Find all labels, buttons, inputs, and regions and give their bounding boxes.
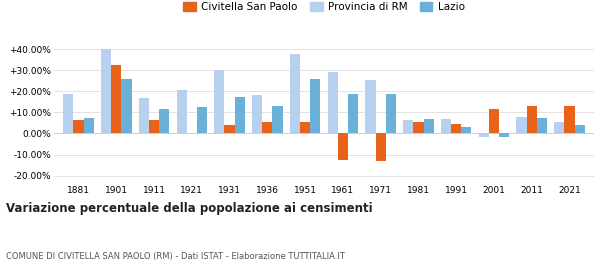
Bar <box>554 122 565 134</box>
Bar <box>214 70 224 134</box>
Bar <box>272 106 283 134</box>
Bar <box>290 54 300 134</box>
Bar <box>310 79 320 134</box>
Bar <box>197 107 207 134</box>
Bar <box>300 122 310 134</box>
Bar <box>73 120 83 134</box>
Bar <box>489 109 499 134</box>
Bar <box>149 120 159 134</box>
Bar <box>461 127 472 134</box>
Legend: Civitella San Paolo, Provincia di RM, Lazio: Civitella San Paolo, Provincia di RM, La… <box>179 0 469 17</box>
Bar <box>527 106 537 134</box>
Bar <box>348 94 358 134</box>
Bar <box>537 118 547 134</box>
Bar <box>159 109 169 134</box>
Bar <box>413 122 424 134</box>
Bar <box>565 106 575 134</box>
Bar <box>365 80 376 134</box>
Bar <box>111 65 121 134</box>
Bar <box>176 90 187 134</box>
Bar <box>187 133 197 134</box>
Bar <box>441 119 451 134</box>
Bar <box>575 125 585 134</box>
Bar <box>63 94 73 134</box>
Bar <box>386 94 396 134</box>
Bar <box>328 72 338 134</box>
Text: COMUNE DI CIVITELLA SAN PAOLO (RM) - Dati ISTAT - Elaborazione TUTTITALIA.IT: COMUNE DI CIVITELLA SAN PAOLO (RM) - Dat… <box>6 252 345 261</box>
Bar <box>517 116 527 134</box>
Bar <box>252 95 262 134</box>
Bar <box>424 119 434 134</box>
Bar <box>139 98 149 134</box>
Bar <box>376 134 386 161</box>
Bar <box>235 97 245 134</box>
Bar <box>499 134 509 137</box>
Bar <box>451 124 461 134</box>
Bar <box>101 49 111 134</box>
Bar <box>338 134 348 160</box>
Bar <box>224 125 235 134</box>
Bar <box>262 122 272 134</box>
Bar <box>403 120 413 134</box>
Bar <box>121 79 131 134</box>
Text: Variazione percentuale della popolazione ai censimenti: Variazione percentuale della popolazione… <box>6 202 373 214</box>
Bar <box>83 118 94 134</box>
Bar <box>479 134 489 137</box>
